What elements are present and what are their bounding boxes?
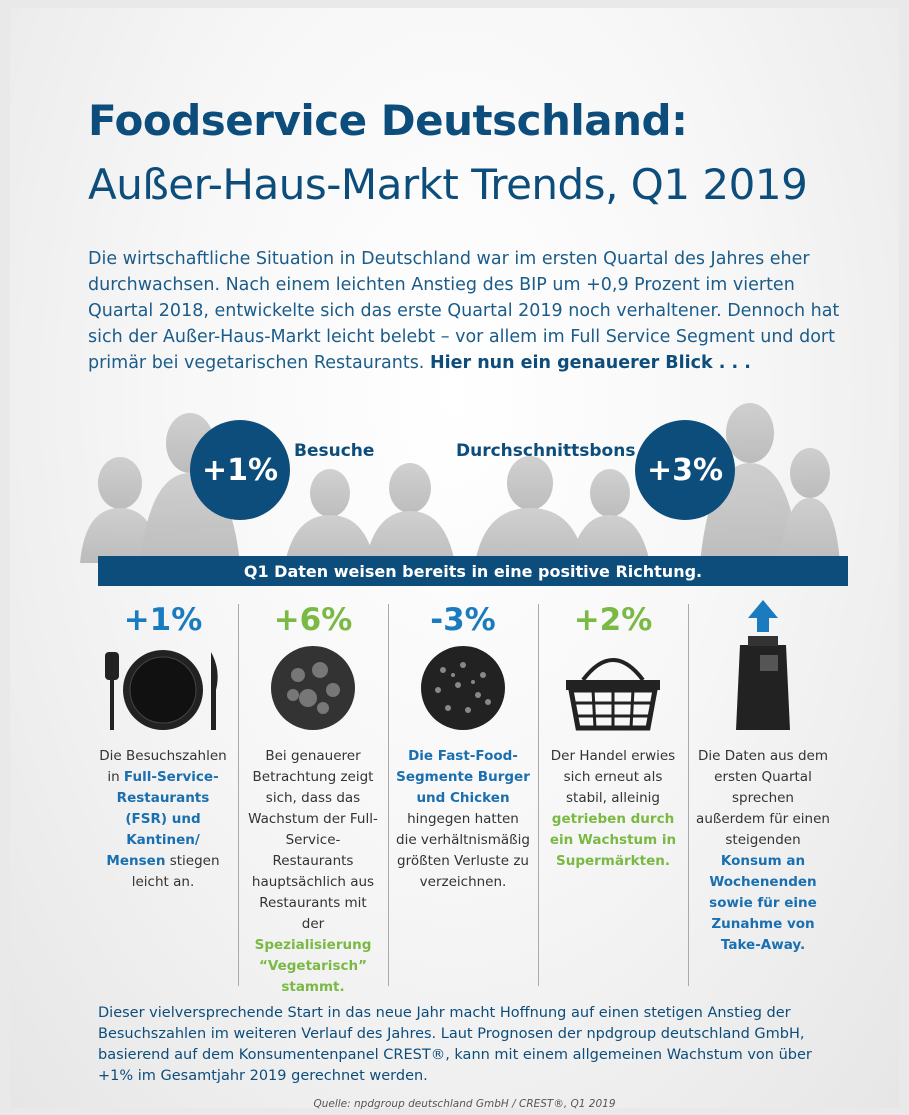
intro: Die wirtschaftliche Situation in Deutsch… xyxy=(88,246,848,376)
bag-icon xyxy=(736,600,790,730)
intro-emphasis: Hier nun ein genauerer Blick . . . xyxy=(429,353,751,373)
kpi-circle: +3% xyxy=(635,420,735,520)
card: Foodservice Deutschland: Außer-Haus-Mark… xyxy=(10,8,899,1110)
footer: Dieser vielversprechende Start in das ne… xyxy=(98,1005,812,1084)
column: +1% Die Besuchszahlen in Full-Service-Re… xyxy=(88,600,238,985)
text: hingegen hatten die verhältnismäßig größ… xyxy=(396,811,530,890)
text: Bei genauerer Betrachtung zeigt sich, da… xyxy=(248,748,378,932)
salad-icon xyxy=(271,646,355,730)
intro-text: Die wirtschaftliche Situation in Deutsch… xyxy=(88,249,840,373)
column-value: +2% xyxy=(573,602,653,638)
column-text: Bei genauerer Betrachtung zeigt sich, da… xyxy=(246,746,380,998)
title: Foodservice Deutschland: xyxy=(88,96,688,145)
column: +6% Bei genauerer Betrachtung zeigt sich… xyxy=(238,600,388,995)
banner: Q1 Daten weisen bereits in eine positive… xyxy=(98,556,848,586)
kpi-circle: +1% xyxy=(190,420,290,520)
kpi-label: Besuche xyxy=(294,441,375,461)
divider xyxy=(238,604,239,986)
text-emphasis: Spezialisierung “Vegetarisch” stammt. xyxy=(254,937,372,995)
column: +2% Der Handel erwies sich erneut als st… xyxy=(538,600,688,985)
text: stiegen leicht an. xyxy=(131,853,220,890)
column: Die Daten aus dem ersten Quartal spreche… xyxy=(688,600,838,985)
divider xyxy=(538,604,539,986)
text: Die Daten aus dem ersten Quartal spreche… xyxy=(696,748,830,848)
column-text: Die Fast-Food-Segmente Burger und Chicke… xyxy=(396,746,530,893)
column-value: +6% xyxy=(273,602,353,638)
plate-icon xyxy=(105,650,218,730)
text-emphasis: Die Fast-Food-Segmente Burger und Chicke… xyxy=(396,748,530,806)
column-text: Der Handel erwies sich erneut als stabil… xyxy=(546,746,680,872)
food-icon xyxy=(421,646,505,730)
subtitle: Außer-Haus-Markt Trends, Q1 2019 xyxy=(88,160,808,209)
text-emphasis: Full-Service-Restaurants (FSR) und Kanti… xyxy=(106,769,219,869)
text: Die Besuchszahlen in xyxy=(99,748,227,785)
kpi-label: Durchschnittsbons xyxy=(456,441,636,461)
divider xyxy=(688,604,689,986)
text: Der Handel erwies sich erneut als stabil… xyxy=(550,748,676,806)
column: -3% Die Fast-Food-Segmente Burger und Ch… xyxy=(388,600,538,985)
text-emphasis: getrieben durch ein Wachstum in Supermär… xyxy=(549,811,677,869)
column-value: -3% xyxy=(430,602,496,638)
silhouettes xyxy=(80,403,840,563)
source: Quelle: npdgroup deutschland GmbH / CRES… xyxy=(313,1098,616,1110)
basket-icon xyxy=(566,658,660,731)
column-text: Die Besuchszahlen in Full-Service-Restau… xyxy=(96,746,230,893)
column-value: +1% xyxy=(123,602,203,638)
text-emphasis: Konsum an Wochenenden sowie für eine Zun… xyxy=(709,853,817,953)
divider xyxy=(388,604,389,986)
column-text: Die Daten aus dem ersten Quartal spreche… xyxy=(696,746,830,956)
